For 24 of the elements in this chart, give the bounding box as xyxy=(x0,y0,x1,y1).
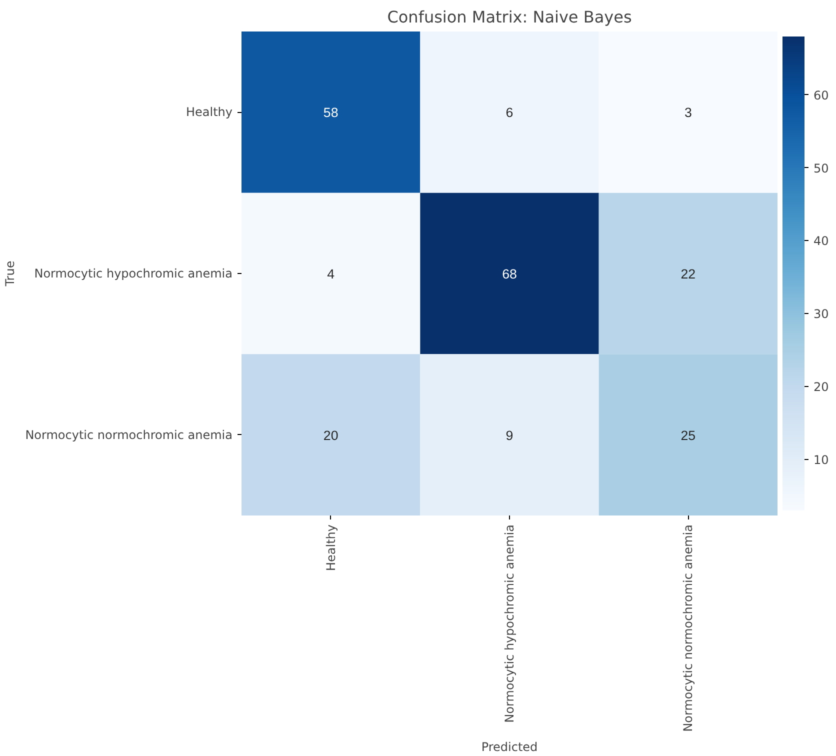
x-tick-label: Normocytic normochromic anemia xyxy=(681,524,696,732)
data-label: 3 xyxy=(684,105,692,120)
chart-title: Confusion Matrix: Naive Bayes xyxy=(387,8,632,26)
data-label: 9 xyxy=(506,428,514,443)
y-tick-label: Normocytic normochromic anemia xyxy=(25,428,233,442)
data-label: 6 xyxy=(506,105,514,120)
color-bar-label: 40 xyxy=(814,234,829,248)
x-axis-title: Predicted xyxy=(481,740,538,754)
y-tick-label: Healthy xyxy=(186,105,233,120)
data-label: 58 xyxy=(323,105,338,120)
data-label: 4 xyxy=(327,266,336,282)
color-bar-label: 20 xyxy=(814,380,829,394)
color-bar-label: 10 xyxy=(814,452,829,467)
data-label: 20 xyxy=(323,428,338,443)
color-bar-label: 50 xyxy=(814,161,829,176)
color-bar-label: 60 xyxy=(814,88,829,102)
x-tick-label: Normocytic hypochromic anemia xyxy=(502,524,516,723)
y-axis-title: True xyxy=(3,260,18,288)
data-label: 25 xyxy=(680,428,696,443)
y-tick-label: Normocytic hypochromic anemia xyxy=(34,266,233,280)
color-bar-label: 30 xyxy=(814,307,829,322)
x-tick-label: Healthy xyxy=(324,524,338,572)
data-label: 22 xyxy=(680,266,696,282)
data-label: 68 xyxy=(502,266,517,282)
